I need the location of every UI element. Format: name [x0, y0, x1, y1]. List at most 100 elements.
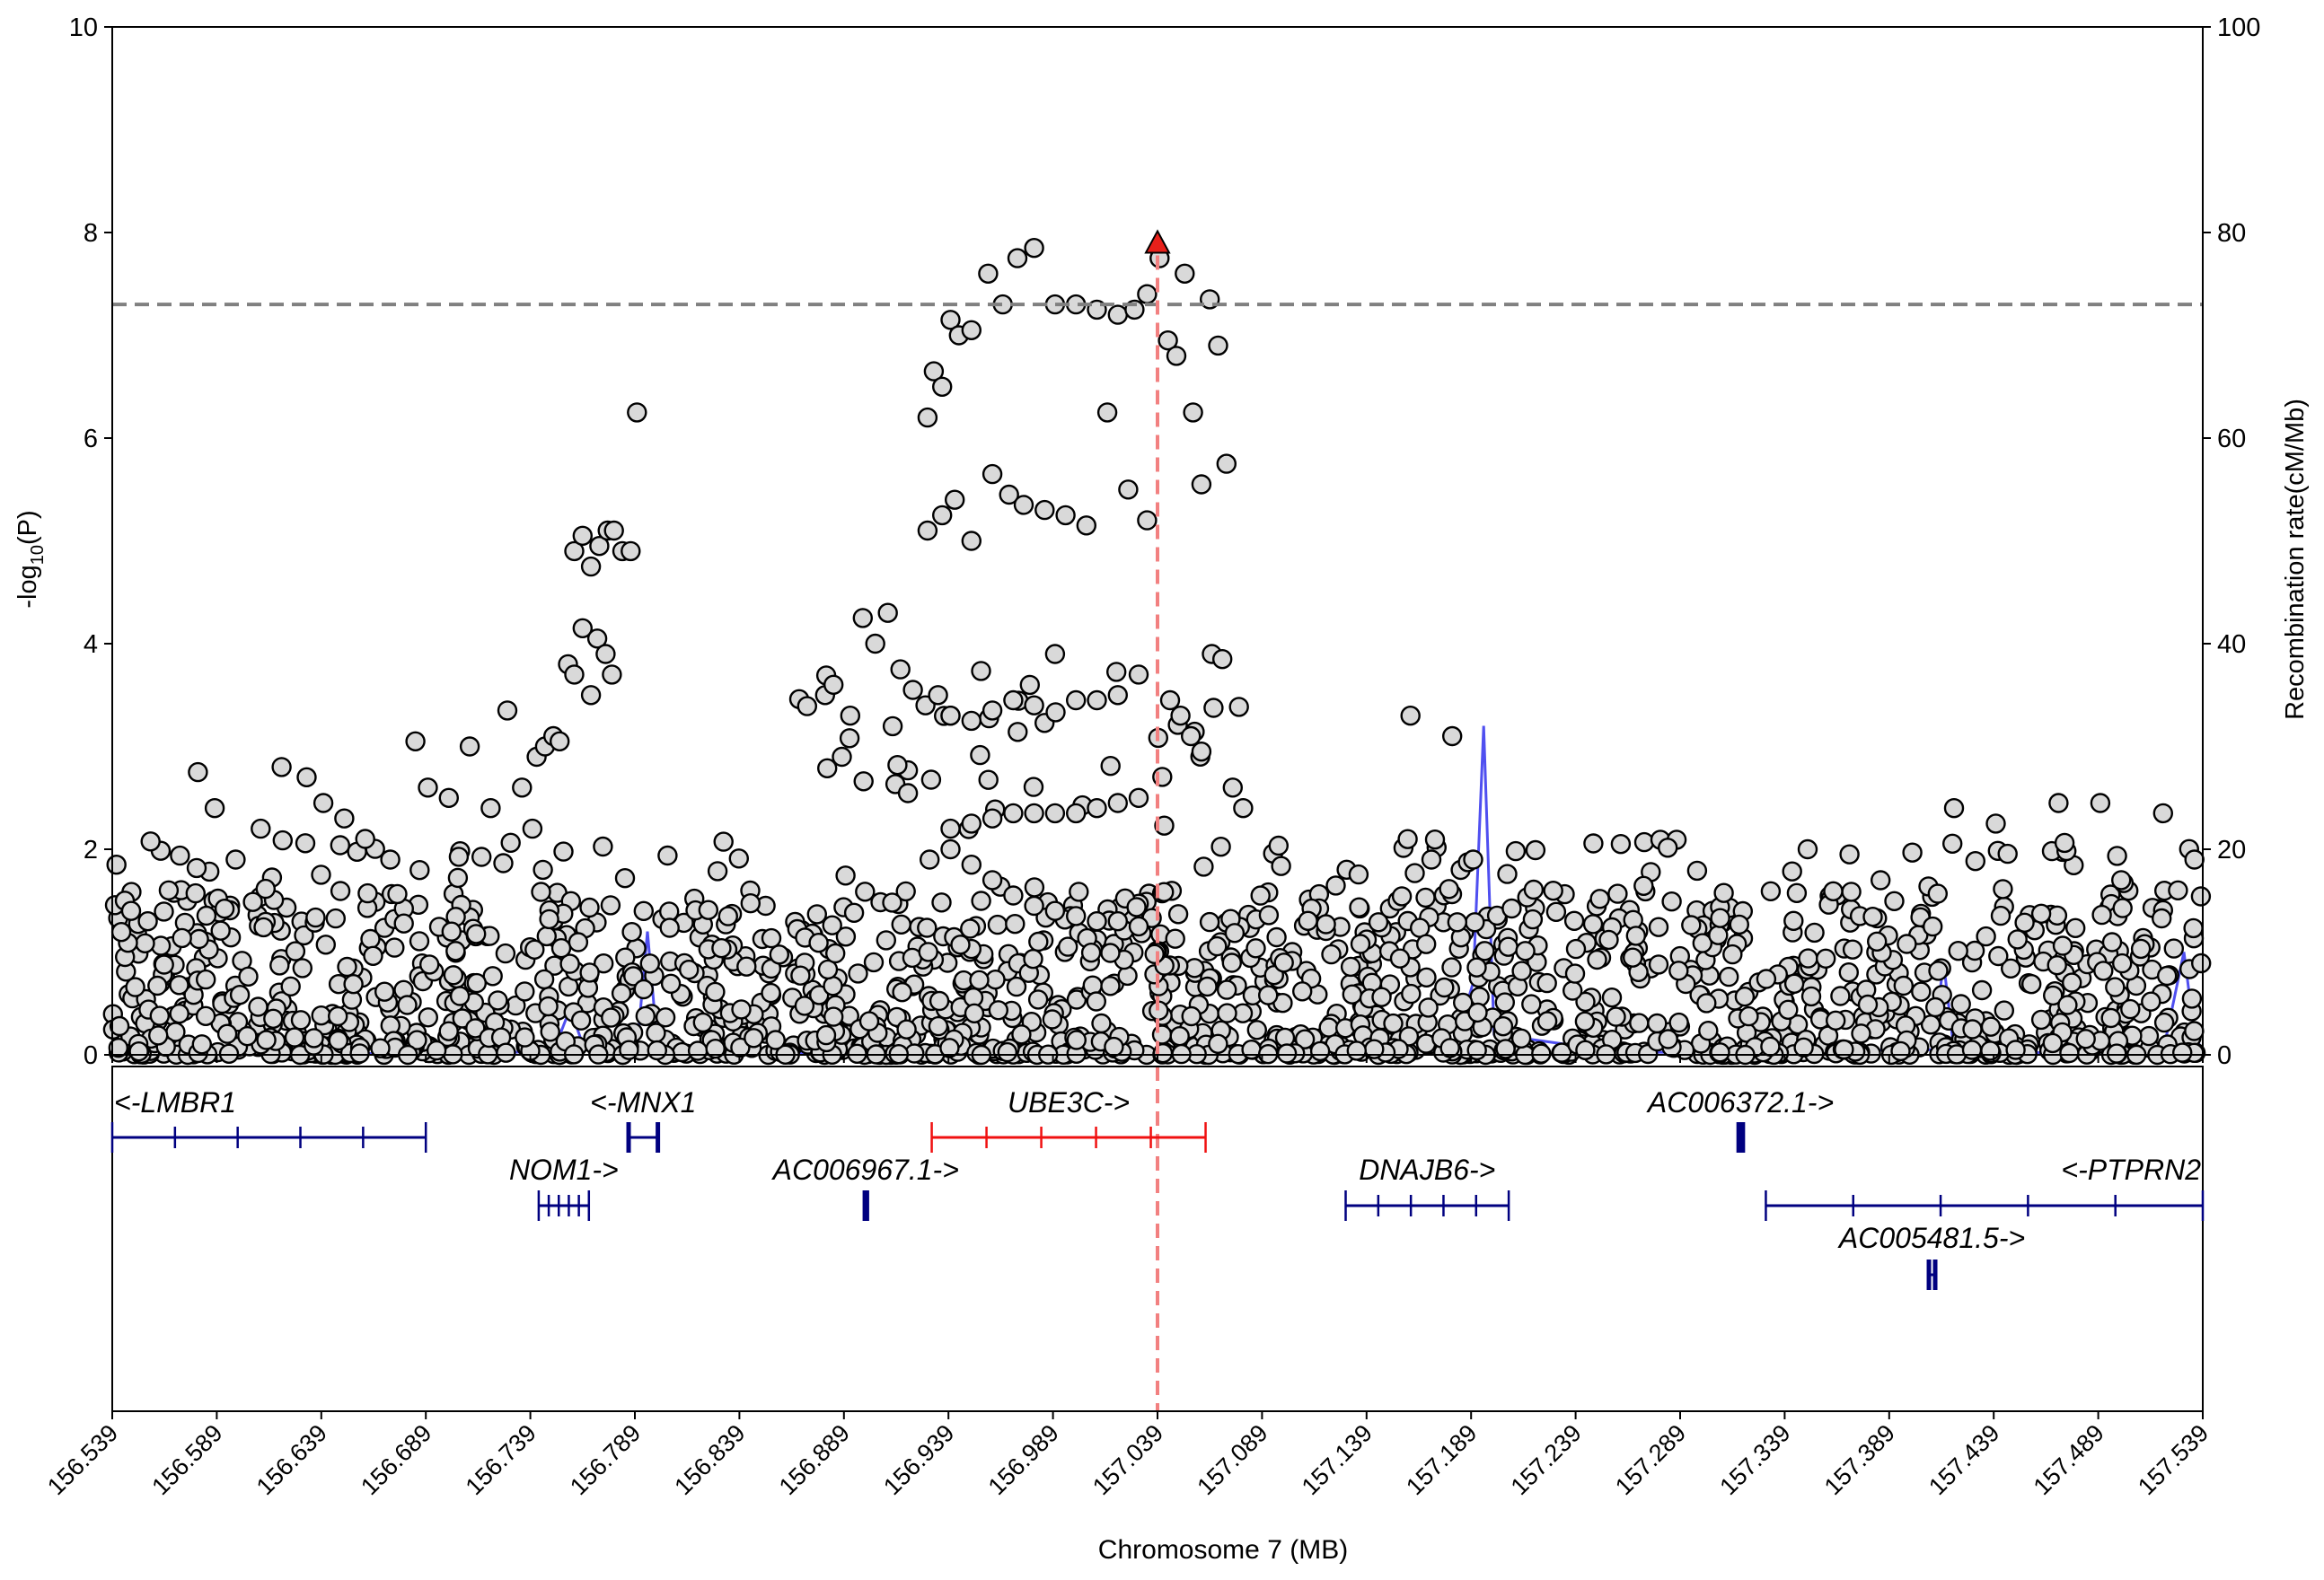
- gene-ac0054815[interactable]: AC005481.5->: [1837, 1222, 2025, 1290]
- snp-point[interactable]: [1531, 1043, 1552, 1064]
- snp-point[interactable]: [1169, 1025, 1190, 1047]
- snp-point[interactable]: [1183, 402, 1203, 423]
- snp-point[interactable]: [497, 700, 518, 721]
- snp-point[interactable]: [1091, 1013, 1112, 1034]
- snp-point[interactable]: [931, 505, 953, 526]
- snp-point[interactable]: [825, 943, 846, 964]
- snp-point[interactable]: [839, 728, 860, 749]
- snp-point[interactable]: [263, 1008, 284, 1030]
- snp-point[interactable]: [1815, 948, 1836, 970]
- snp-point[interactable]: [1066, 1030, 1087, 1050]
- snp-point[interactable]: [1246, 938, 1266, 959]
- snp-point[interactable]: [1563, 910, 1585, 932]
- snp-point[interactable]: [110, 921, 132, 943]
- snp-point[interactable]: [2042, 985, 2064, 1006]
- gene-ptprn2[interactable]: <-PTPRN2: [1765, 1154, 2205, 1221]
- snp-point[interactable]: [594, 952, 614, 974]
- snp-point[interactable]: [2048, 793, 2069, 813]
- snp-point[interactable]: [1439, 1038, 1460, 1058]
- snp-point[interactable]: [1318, 1017, 1339, 1038]
- snp-point[interactable]: [1276, 1043, 1298, 1064]
- snp-point[interactable]: [1924, 996, 1946, 1018]
- snp-point[interactable]: [1786, 882, 1808, 903]
- snp-point[interactable]: [892, 981, 912, 1003]
- snp-point[interactable]: [564, 540, 585, 562]
- snp-point[interactable]: [917, 917, 938, 938]
- snp-point[interactable]: [1722, 944, 1743, 965]
- snp-point[interactable]: [1710, 908, 1730, 928]
- snp-point[interactable]: [1096, 402, 1118, 423]
- snp-point[interactable]: [169, 1003, 189, 1024]
- snp-point[interactable]: [1941, 833, 1963, 854]
- snp-point[interactable]: [891, 914, 911, 935]
- snp-point[interactable]: [1564, 963, 1586, 984]
- snp-point[interactable]: [1069, 882, 1089, 902]
- snp-point[interactable]: [2047, 954, 2067, 976]
- snp-point[interactable]: [1087, 689, 1107, 711]
- snp-point[interactable]: [1424, 830, 1446, 850]
- snp-point[interactable]: [988, 1000, 1009, 1021]
- snp-point[interactable]: [1994, 1000, 2015, 1021]
- snp-point[interactable]: [500, 832, 521, 853]
- snp-point[interactable]: [823, 976, 843, 996]
- snp-point[interactable]: [1525, 839, 1546, 861]
- snp-point[interactable]: [1294, 1029, 1316, 1049]
- snp-point[interactable]: [731, 999, 752, 1020]
- snp-point[interactable]: [1823, 881, 1844, 901]
- snp-point[interactable]: [711, 937, 732, 959]
- snp-point[interactable]: [328, 1005, 348, 1027]
- snp-point[interactable]: [1633, 875, 1654, 896]
- snp-point[interactable]: [586, 628, 608, 649]
- snp-point[interactable]: [409, 931, 430, 952]
- snp-point[interactable]: [1536, 972, 1557, 994]
- snp-point[interactable]: [1565, 938, 1587, 960]
- snp-point[interactable]: [1911, 981, 1932, 1002]
- snp-point[interactable]: [315, 935, 336, 955]
- snp-point[interactable]: [1325, 875, 1346, 896]
- snp-point[interactable]: [512, 777, 533, 798]
- snp-point[interactable]: [269, 955, 290, 976]
- snp-point[interactable]: [1011, 1024, 1032, 1045]
- snp-point[interactable]: [1258, 905, 1280, 926]
- snp-point[interactable]: [635, 1005, 656, 1027]
- snp-point[interactable]: [1191, 474, 1212, 495]
- snp-point[interactable]: [1606, 1006, 1626, 1027]
- snp-point[interactable]: [1943, 798, 1965, 819]
- snp-point[interactable]: [374, 981, 395, 1002]
- snp-point[interactable]: [1778, 999, 1799, 1021]
- snp-point[interactable]: [1208, 1033, 1228, 1055]
- snp-point[interactable]: [1545, 901, 1567, 922]
- snp-point[interactable]: [189, 928, 209, 950]
- snp-point[interactable]: [1760, 881, 1782, 901]
- snp-point[interactable]: [593, 836, 613, 857]
- snp-point[interactable]: [149, 1005, 171, 1026]
- snp-point[interactable]: [533, 969, 555, 990]
- snp-point[interactable]: [553, 841, 574, 862]
- snp-point[interactable]: [1298, 910, 1318, 932]
- snp-point[interactable]: [852, 608, 873, 628]
- snp-point[interactable]: [1965, 851, 1986, 872]
- snp-point[interactable]: [459, 736, 480, 757]
- snp-point[interactable]: [311, 1005, 331, 1026]
- snp-point[interactable]: [1117, 965, 1138, 987]
- snp-point[interactable]: [191, 1034, 213, 1055]
- snp-point[interactable]: [1866, 931, 1888, 952]
- snp-point[interactable]: [419, 954, 440, 975]
- snp-point[interactable]: [835, 865, 856, 886]
- snp-point[interactable]: [572, 525, 593, 546]
- snp-point[interactable]: [564, 664, 585, 685]
- snp-point[interactable]: [817, 959, 839, 980]
- snp-point[interactable]: [1434, 977, 1455, 998]
- snp-point[interactable]: [961, 855, 982, 875]
- snp-point[interactable]: [1118, 479, 1139, 500]
- snp-point[interactable]: [448, 847, 470, 867]
- snp-point[interactable]: [940, 818, 961, 839]
- snp-point[interactable]: [808, 932, 829, 953]
- snp-point[interactable]: [272, 830, 293, 851]
- snp-point[interactable]: [195, 969, 216, 990]
- snp-point[interactable]: [1216, 453, 1237, 474]
- snp-point[interactable]: [797, 696, 817, 716]
- snp-point[interactable]: [147, 975, 168, 996]
- snp-point[interactable]: [1065, 906, 1087, 926]
- snp-point[interactable]: [438, 787, 459, 808]
